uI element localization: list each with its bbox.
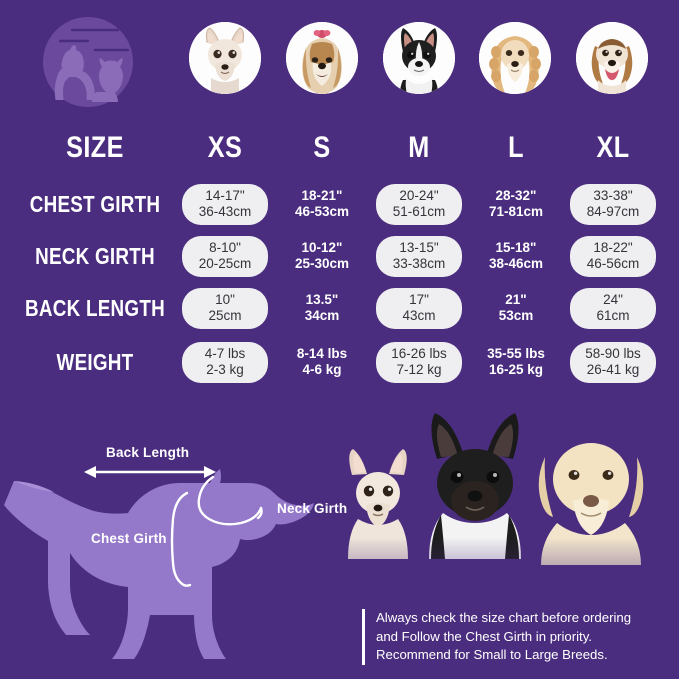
cell-neck-s: 10-12" 25-30cm [294,240,350,271]
table-corner-label: SIZE [66,131,124,164]
cell-back-xl: 24" 61cm [570,288,656,329]
cell-neck-m: 13-15" 33-38cm [376,236,462,277]
french-bulldog-photo-large [429,413,521,559]
measurement-diagram: Back Length Neck Girth Chest Girth [0,395,679,679]
cell-weight-l: 35-55 lbs 16-25 kg [487,346,545,377]
size-header-s: S [313,131,331,164]
cell-back-m: 17" 43cm [376,288,462,329]
labrador-photo-large [538,443,644,565]
row-label-neck-girth: NECK GIRTH [35,243,155,269]
size-header-xl: XL [596,131,630,164]
cell-weight-m: 16-26 lbs 7-12 kg [376,342,462,383]
chihuahua-photo [189,22,261,94]
cocker-spaniel-photo [479,22,551,94]
cell-neck-xl: 18-22" 46-56cm [570,236,656,277]
cell-neck-xs: 8-10" 20-25cm [182,236,268,277]
cell-chest-xl: 33-38" 84-97cm [570,184,656,225]
chest-girth-loop-tail [179,581,192,587]
cell-chest-s: 18-21" 46-53cm [294,188,350,219]
back-length-arrow-left-head [84,466,96,478]
note-line-1: Always check the size chart before order… [376,610,632,625]
cell-back-l: 21" 53cm [498,292,534,323]
cell-chest-m: 20-24" 51-61cm [376,184,462,225]
size-header-l: L [508,131,524,164]
cell-chest-l: 28-32" 71-81cm [488,188,544,219]
bottom-breed-photos [348,413,644,565]
chest-girth-label: Chest Girth [91,531,167,546]
row-label-back-length: BACK LENGTH [25,295,165,321]
size-header-xs: XS [207,131,243,164]
row-label-chest-girth: CHEST GIRTH [29,191,161,217]
neck-girth-loop [197,475,263,526]
chihuahua-photo-large [348,449,408,559]
cell-back-s: 13.5" 34cm [304,292,340,323]
size-header-m: M [408,131,430,164]
cell-back-xs: 10" 25cm [182,288,268,329]
chest-girth-loop [170,491,189,585]
back-length-arrow-right-head [204,466,216,478]
size-chart-note: Always check the size chart before order… [362,609,672,665]
cell-weight-s: 8-14 lbs 4-6 kg [296,346,348,377]
cell-weight-xs: 4-7 lbs 2-3 kg [182,342,268,383]
neck-girth-loop-tail [256,506,263,520]
row-label-weight: WEIGHT [56,349,134,375]
cell-neck-l: 15-18" 38-46cm [488,240,544,271]
cell-weight-xl: 58-90 lbs 26-41 kg [570,342,656,383]
back-length-label: Back Length [106,445,190,460]
note-line-3: Recommend for Small to Large Breeds. [376,647,608,662]
shih-tzu-photo [286,22,358,94]
boston-terrier-photo [383,22,455,94]
dog-cat-circle-logo [40,14,136,110]
beagle-photo [576,22,648,94]
cell-chest-xs: 14-17" 36-43cm [182,184,268,225]
dog-side-profile-silhouette [4,469,314,659]
neck-girth-label: Neck Girth [277,501,348,516]
note-line-2: and Follow the Chest Girth in priority. [376,628,592,644]
